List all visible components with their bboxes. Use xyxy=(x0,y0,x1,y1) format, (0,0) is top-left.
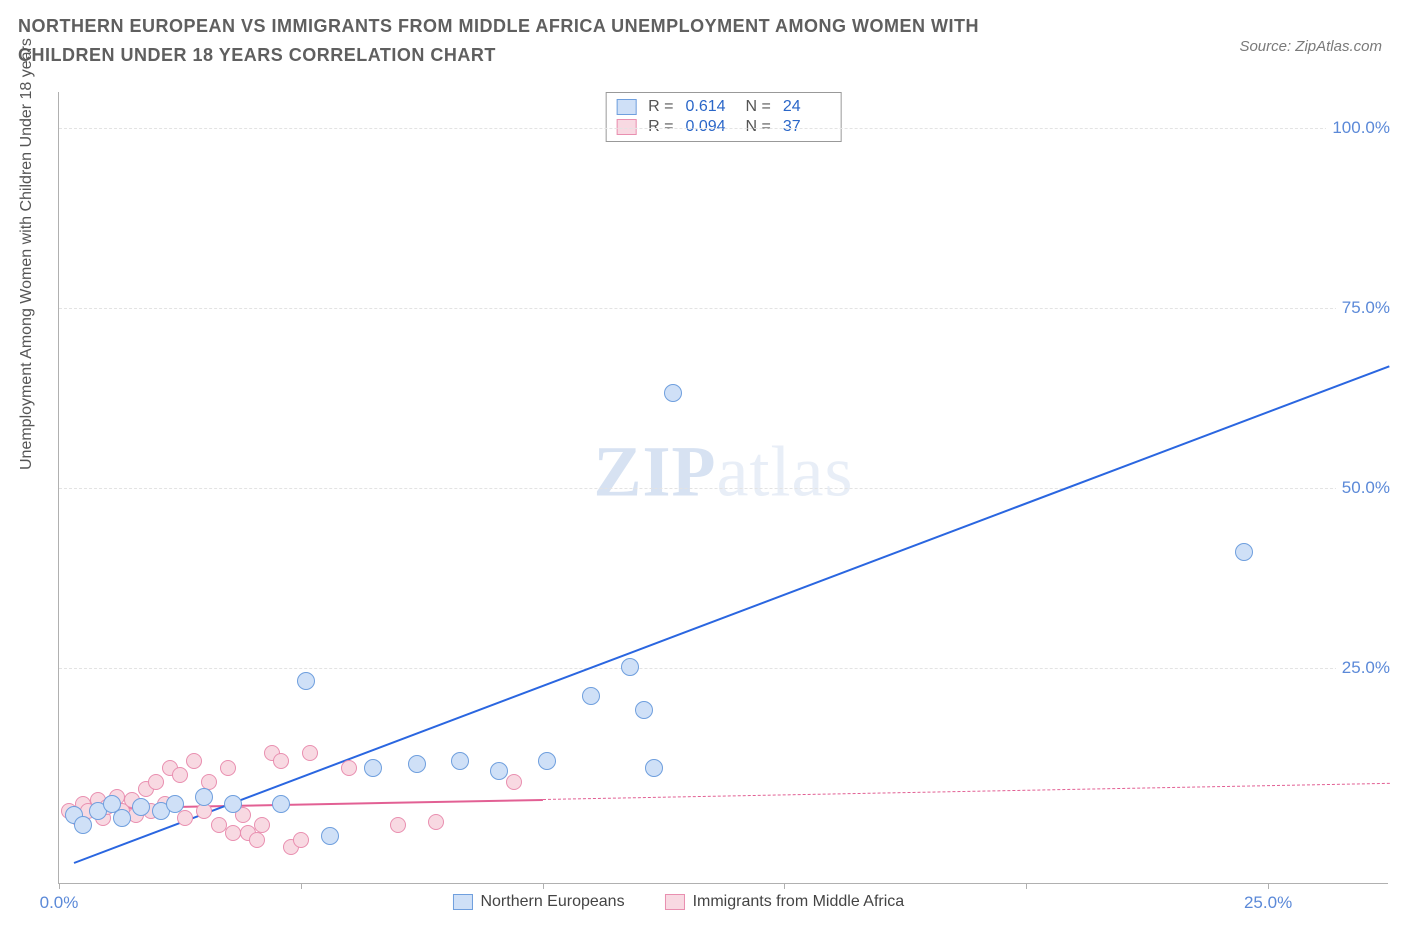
scatter-point xyxy=(224,795,242,813)
stat-r-value: 0.094 xyxy=(686,118,734,136)
scatter-point xyxy=(390,817,406,833)
watermark-zip: ZIP xyxy=(594,431,717,511)
gridline xyxy=(59,668,1388,669)
stats-row: R = 0.614 N = 24 xyxy=(616,97,831,117)
gridline xyxy=(59,128,1388,129)
legend-swatch-icon xyxy=(665,894,685,910)
x-tick xyxy=(784,883,785,889)
scatter-point xyxy=(621,658,639,676)
x-tick-label: 25.0% xyxy=(1244,893,1292,913)
scatter-point xyxy=(582,687,600,705)
y-tick-label: 25.0% xyxy=(1336,658,1390,678)
series-legend: Northern Europeans Immigrants from Middle… xyxy=(452,893,904,911)
scatter-point xyxy=(635,701,653,719)
scatter-point xyxy=(249,832,265,848)
x-tick xyxy=(59,883,60,889)
stat-n-value: 37 xyxy=(783,118,831,136)
y-tick-label: 75.0% xyxy=(1336,298,1390,318)
scatter-point xyxy=(220,760,236,776)
stats-row: R = 0.094 N = 37 xyxy=(616,117,831,137)
x-tick-label: 0.0% xyxy=(40,893,79,913)
scatter-point xyxy=(297,672,315,690)
gridline xyxy=(59,488,1388,489)
scatter-point xyxy=(254,817,270,833)
plot-area: ZIPatlas R =0.614N =24R =0.094N =37 Nort… xyxy=(58,92,1388,884)
scatter-point xyxy=(645,759,663,777)
scatter-point xyxy=(272,795,290,813)
chart-title: NORTHERN EUROPEAN VS IMMIGRANTS FROM MID… xyxy=(18,12,1078,70)
y-tick-label: 50.0% xyxy=(1336,478,1390,498)
legend-label: Northern Europeans xyxy=(480,893,624,911)
x-tick xyxy=(543,883,544,889)
scatter-point xyxy=(293,832,309,848)
stat-n-value: 24 xyxy=(783,98,831,116)
scatter-point xyxy=(490,762,508,780)
x-tick xyxy=(1268,883,1269,889)
scatter-point xyxy=(538,752,556,770)
stat-r-label: R = xyxy=(648,118,673,136)
stat-r-value: 0.614 xyxy=(686,98,734,116)
scatter-point xyxy=(166,795,184,813)
x-tick xyxy=(301,883,302,889)
stat-r-label: R = xyxy=(648,98,673,116)
scatter-point xyxy=(132,798,150,816)
scatter-point xyxy=(664,384,682,402)
watermark: ZIPatlas xyxy=(594,430,854,513)
scatter-point xyxy=(186,753,202,769)
stats-legend-box: R = 0.614 N = 24 R = 0.094 N = 37 xyxy=(605,92,842,142)
legend-item: Immigrants from Middle Africa xyxy=(665,893,905,911)
stat-n-label: N = xyxy=(746,118,771,136)
legend-swatch-icon xyxy=(616,99,636,115)
scatter-point xyxy=(408,755,426,773)
scatter-point xyxy=(177,810,193,826)
scatter-point xyxy=(506,774,522,790)
trend-line xyxy=(73,366,1389,865)
scatter-point xyxy=(428,814,444,830)
scatter-point xyxy=(172,767,188,783)
scatter-point xyxy=(1235,543,1253,561)
scatter-point xyxy=(321,827,339,845)
legend-swatch-icon xyxy=(616,119,636,135)
legend-item: Northern Europeans xyxy=(452,893,624,911)
scatter-point xyxy=(364,759,382,777)
scatter-point xyxy=(302,745,318,761)
trend-line xyxy=(543,783,1389,800)
scatter-point xyxy=(113,809,131,827)
legend-label: Immigrants from Middle Africa xyxy=(693,893,905,911)
source-credit: Source: ZipAtlas.com xyxy=(1239,38,1382,55)
stat-n-label: N = xyxy=(746,98,771,116)
scatter-point xyxy=(273,753,289,769)
scatter-point xyxy=(195,788,213,806)
legend-swatch-icon xyxy=(452,894,472,910)
scatter-point xyxy=(341,760,357,776)
gridline xyxy=(59,308,1388,309)
watermark-atlas: atlas xyxy=(717,431,854,511)
scatter-point xyxy=(451,752,469,770)
x-tick xyxy=(1026,883,1027,889)
scatter-point xyxy=(148,774,164,790)
y-tick-label: 100.0% xyxy=(1326,118,1390,138)
scatter-point xyxy=(74,816,92,834)
y-axis-label: Unemployment Among Women with Children U… xyxy=(18,38,36,470)
